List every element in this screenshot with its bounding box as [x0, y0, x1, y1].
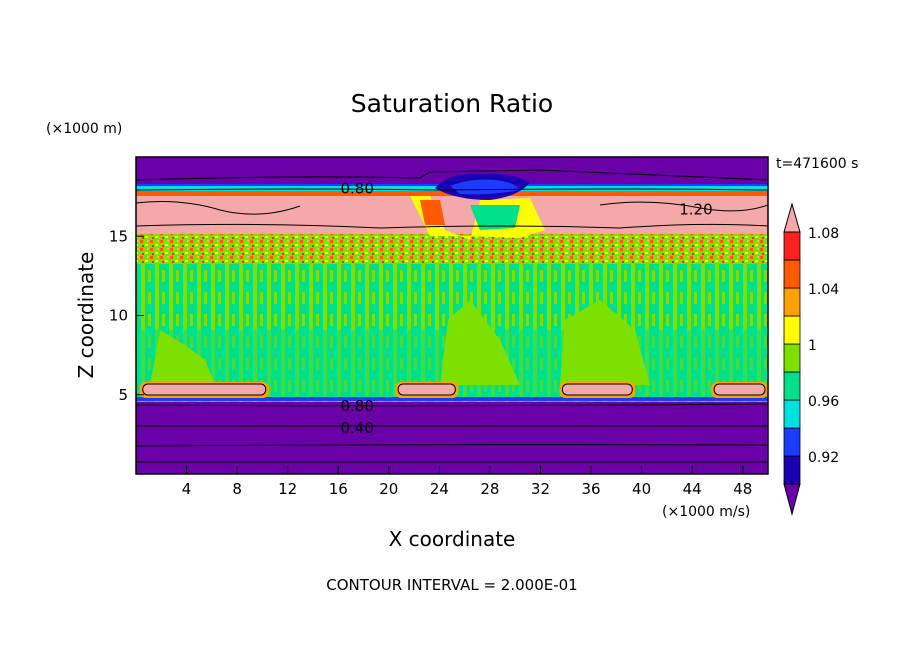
y-axis: 5 10 15: [109, 227, 144, 404]
x-tick-label: 32: [531, 480, 550, 498]
colorbar-segment: [783, 399, 801, 429]
y-tick-label: 10: [109, 307, 128, 325]
x-tick-label: 12: [278, 480, 297, 498]
colorbar-segment: [783, 315, 801, 345]
x-tick-label: 40: [632, 480, 651, 498]
x-axis-label: X coordinate: [389, 527, 516, 551]
colorbar-segment: [783, 455, 801, 485]
colorbar-segment: [783, 371, 801, 401]
y-tick-label: 5: [118, 386, 128, 404]
plot-area: 0.80 1.20 0.80 0.40: [136, 157, 768, 474]
contour-label: 0.40: [340, 419, 373, 437]
y-axis-label: Z coordinate: [74, 252, 98, 379]
overshoot-dome-core: [450, 179, 520, 195]
contour-label: 1.20: [679, 200, 712, 218]
y-unit-label: (×1000 m): [46, 121, 122, 137]
contour-lines: [136, 169, 768, 463]
x-axis: 4 8 12 16 20 24 28 32 36 40 44 48: [182, 466, 752, 498]
updraft-core: [470, 205, 520, 230]
colorbar-upper-extend: [783, 202, 801, 233]
subcloud-layer: [136, 400, 768, 474]
contour-label: 0.80: [340, 397, 373, 415]
x-tick-label: 28: [480, 480, 499, 498]
green-blob: [440, 300, 520, 385]
x-tick-label: 24: [430, 480, 449, 498]
x-tick-label: 8: [232, 480, 242, 498]
supersaturated-layer: [136, 194, 768, 234]
colorbar-lower-extend: [783, 483, 801, 516]
x-tick-label: 44: [683, 480, 702, 498]
colorbar-tick-label: 0.92: [808, 450, 839, 466]
colorbar-segment: [783, 287, 801, 317]
x-tick-label: 4: [182, 480, 192, 498]
contour-interval-footer: CONTOUR INTERVAL = 2.000E-01: [326, 576, 577, 594]
cloud-base-patch: [397, 383, 456, 396]
x-tick-label: 36: [581, 480, 600, 498]
cloud-base-patch: [561, 383, 633, 396]
contour-label: 0.80: [340, 180, 373, 198]
colorbar-segment: [783, 343, 801, 373]
green-blob: [150, 330, 215, 385]
colorbar-tick-label: 1.04: [808, 282, 839, 298]
colorbar: 0.92 0.96 1 1.04 1.08: [783, 202, 839, 516]
colorbar-segment: [783, 259, 801, 289]
time-label: t=471600 s: [776, 156, 858, 172]
x-unit-label: (×1000 m/s): [662, 504, 750, 520]
y-tick-label: 15: [109, 227, 128, 245]
colorbar-tick-label: 1.08: [808, 226, 839, 242]
x-tick-label: 16: [329, 480, 348, 498]
contour-labels: 0.80 1.20 0.80 0.40: [340, 180, 712, 437]
x-tick-label: 48: [733, 480, 752, 498]
cloud-base-patch: [713, 383, 766, 396]
chart-title: Saturation Ratio: [351, 89, 553, 118]
cloud-base-patch: [142, 383, 267, 396]
colorbar-segment: [783, 231, 801, 261]
colorbar-tick-label: 0.96: [808, 394, 839, 410]
x-tick-label: 20: [379, 480, 398, 498]
updraft-core: [420, 200, 445, 225]
cloud-base-band: [136, 397, 768, 401]
colorbar-tick-label: 1: [808, 338, 817, 354]
colorbar-segment: [783, 427, 801, 457]
green-blob: [560, 300, 650, 385]
cloud-base-patches: [139, 382, 768, 398]
